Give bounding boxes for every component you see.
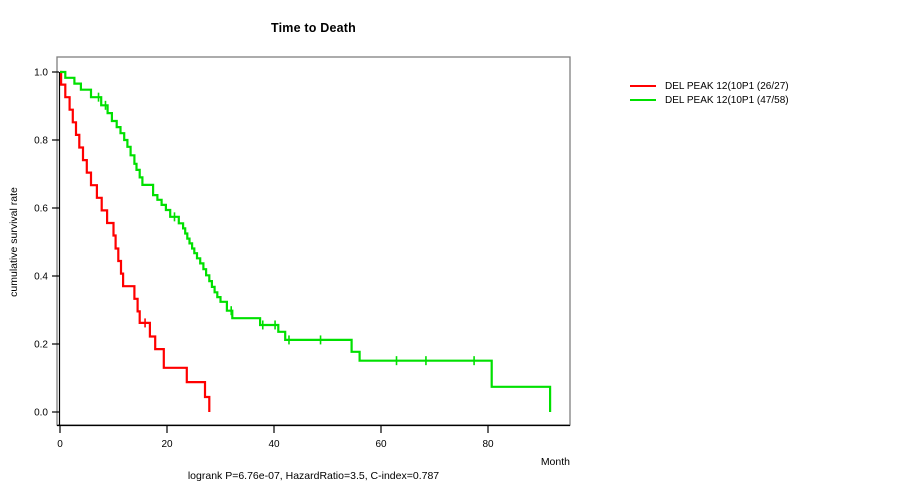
x-tick-label: 40 [268, 439, 280, 450]
y-tick-label: 1.0 [34, 68, 48, 79]
y-tick-label: 0.6 [34, 204, 48, 215]
legend-red-line-swatch [630, 84, 656, 88]
plot-title: Time to Death [270, 21, 357, 35]
legend: DEL PEAK 12(10P1 (26/27) DEL PEAK 12(10P… [630, 79, 789, 107]
x-tick-label: 80 [482, 439, 494, 450]
x-axis-label: Month [540, 456, 570, 468]
legend-item: DEL PEAK 12(10P1 (26/27) [630, 79, 789, 93]
y-tick-label: 0.8 [34, 136, 48, 147]
plot-border [56, 56, 571, 426]
legend-item: DEL PEAK 12(10P1 (47/58) [630, 93, 789, 107]
y-axis-label: cumulative survival rate [8, 187, 20, 297]
x-tick-label: 20 [161, 439, 173, 450]
x-tick-label: 0 [57, 439, 63, 450]
survival-curve-red [60, 70, 211, 412]
y-tick-label: 0.0 [34, 408, 48, 419]
legend-label: DEL PEAK 12(10P1 (47/58) [665, 94, 789, 106]
y-tick-label: 0.2 [34, 340, 48, 351]
legend-label: DEL PEAK 12(10P1 (26/27) [665, 80, 789, 92]
y-tick-label: 0.4 [34, 272, 48, 283]
survival-curve-green [60, 70, 552, 412]
x-tick-label: 60 [375, 439, 387, 450]
caption-stats: logrank P=6.76e-07, HazardRatio=3.5, C-i… [187, 470, 440, 482]
legend-green-line-swatch [630, 98, 656, 102]
